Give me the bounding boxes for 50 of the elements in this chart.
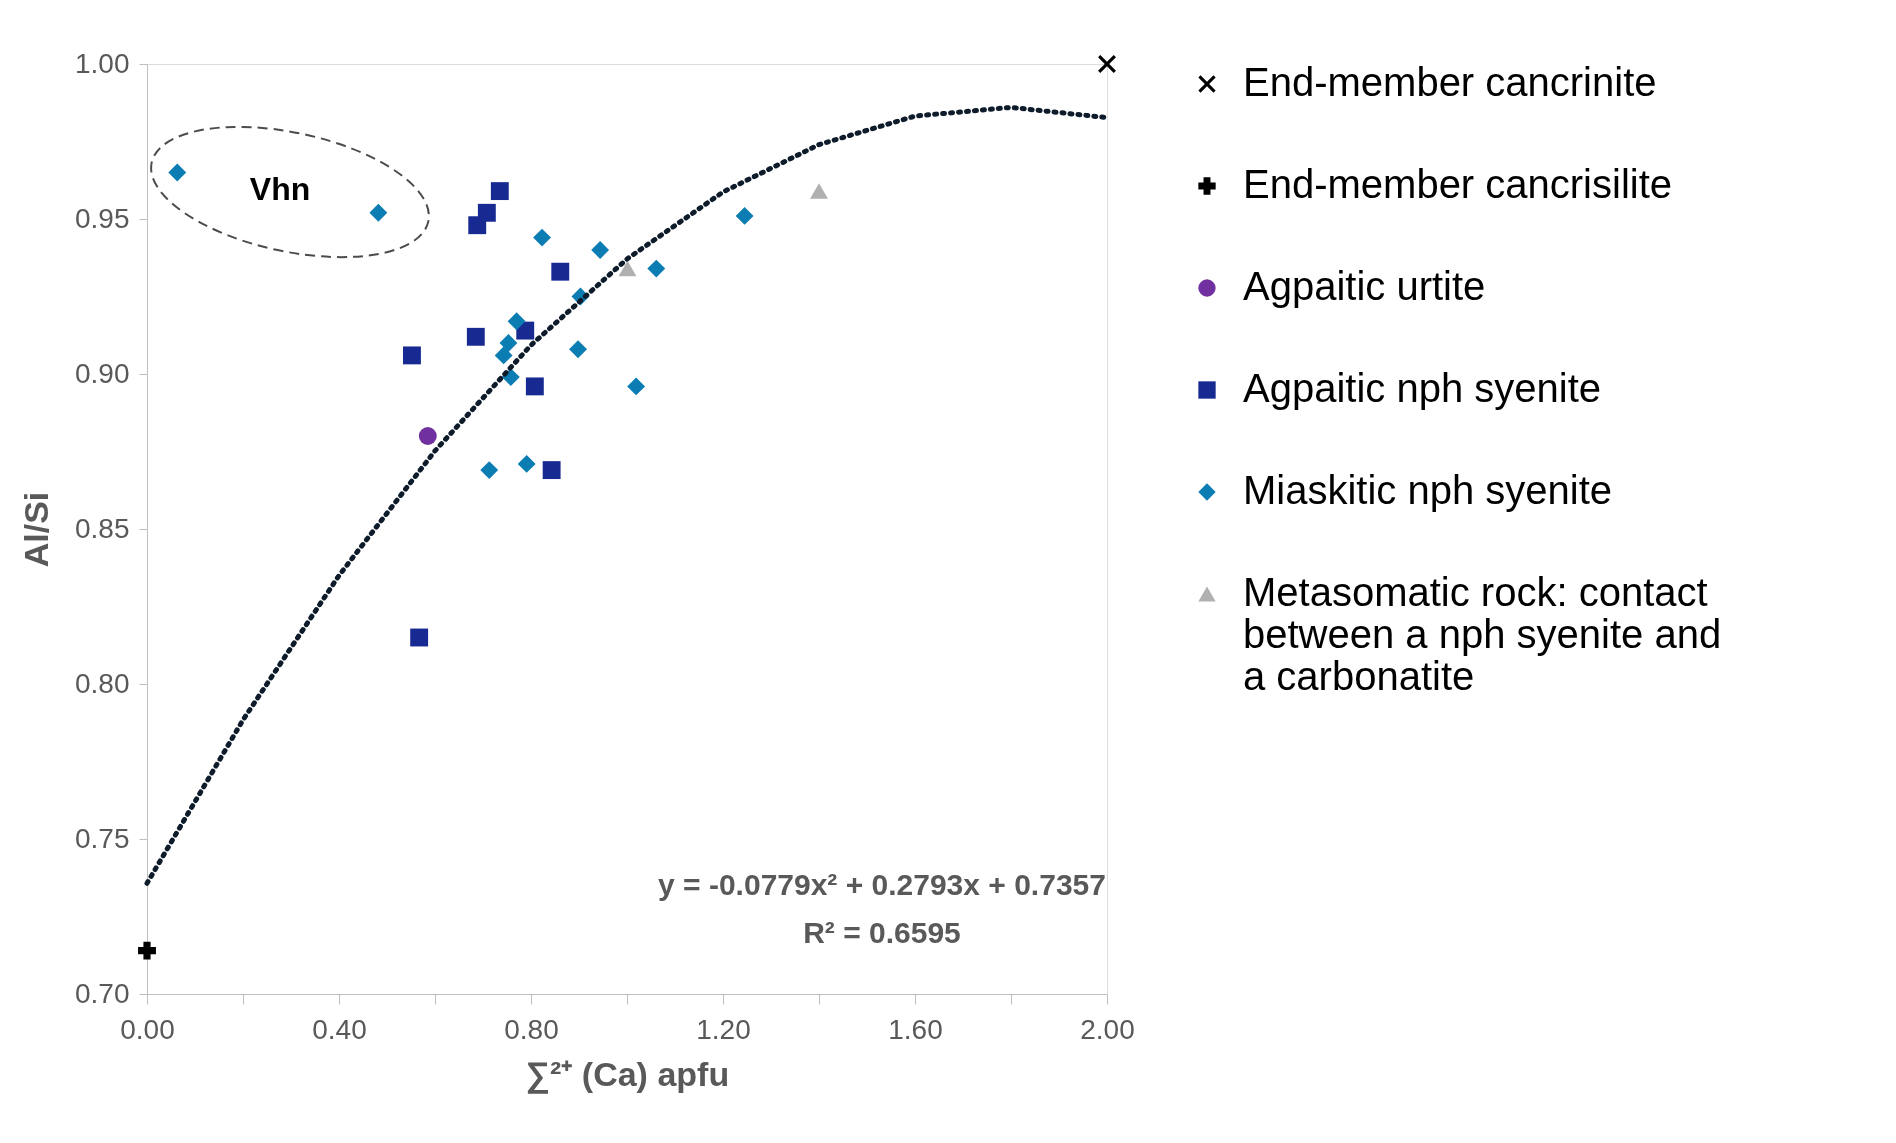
point bbox=[466, 327, 485, 346]
x-tick-label: 0.80 bbox=[504, 1013, 559, 1045]
y-tick-label: 0.80 bbox=[75, 667, 130, 699]
point bbox=[591, 241, 610, 259]
legend-label: End-member cancrinite bbox=[1243, 60, 1657, 104]
point bbox=[468, 216, 487, 235]
point bbox=[525, 377, 544, 396]
x-tick-label: 0.40 bbox=[312, 1013, 367, 1045]
point bbox=[418, 427, 437, 445]
legend-label: Miaskitic nph syenite bbox=[1243, 468, 1613, 512]
point bbox=[499, 334, 518, 352]
legend-label: Metasomatic rock: contact between a nph syenite and a carbonatite bbox=[1243, 570, 1722, 698]
point bbox=[410, 628, 429, 647]
legend-label: End-member cancrisilite bbox=[1243, 162, 1673, 206]
x-tick-label: 1.20 bbox=[696, 1013, 751, 1045]
y-tick-label: 0.70 bbox=[75, 977, 130, 1009]
legend-label: Agpaitic nph syenite bbox=[1243, 366, 1602, 410]
x-tick-label: 1.60 bbox=[888, 1013, 943, 1045]
point bbox=[1098, 55, 1116, 73]
point bbox=[542, 461, 561, 480]
point bbox=[507, 312, 526, 331]
point bbox=[403, 346, 421, 365]
legend-label: Agpaitic urtite bbox=[1243, 264, 1486, 308]
point bbox=[490, 182, 509, 201]
annotation: y = -0.0779x² + 0.2793x + 0.7357 bbox=[658, 868, 1106, 901]
y-tick-label: 0.75 bbox=[75, 822, 130, 854]
y-tick-label: 0.90 bbox=[75, 357, 130, 389]
y-tick-label: 0.85 bbox=[75, 512, 130, 544]
point bbox=[138, 941, 156, 960]
point bbox=[494, 346, 513, 365]
x-tick-label: 0.00 bbox=[120, 1013, 175, 1045]
point bbox=[517, 454, 536, 473]
y-axis-title: Al/Si bbox=[17, 491, 55, 568]
point bbox=[735, 206, 754, 225]
annotation: Vhn bbox=[249, 171, 311, 207]
x-axis-title: ∑²⁺ (Ca) apfu bbox=[525, 1054, 730, 1094]
x-tick-label: 2.00 bbox=[1080, 1013, 1135, 1045]
point bbox=[627, 377, 646, 396]
annotation: R² = 0.6595 bbox=[803, 916, 961, 949]
point bbox=[810, 183, 828, 199]
point bbox=[551, 262, 570, 281]
point bbox=[618, 260, 637, 277]
y-tick-label: 0.95 bbox=[75, 202, 130, 234]
point bbox=[480, 461, 499, 480]
point bbox=[647, 259, 666, 278]
point bbox=[369, 203, 388, 222]
y-tick-label: 1.00 bbox=[75, 47, 130, 79]
point bbox=[569, 340, 587, 359]
point bbox=[533, 228, 551, 247]
point bbox=[168, 163, 187, 182]
